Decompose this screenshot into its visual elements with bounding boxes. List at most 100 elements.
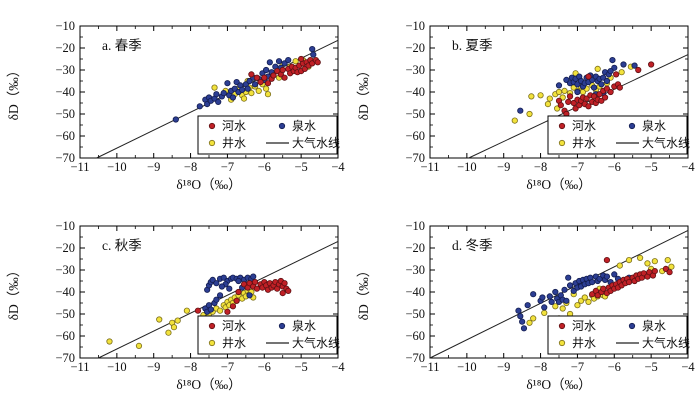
point-river xyxy=(257,79,264,86)
point-spring xyxy=(561,286,568,293)
point-spring xyxy=(285,56,292,64)
legend-box xyxy=(197,315,338,355)
point-well xyxy=(668,263,675,270)
point-well xyxy=(216,307,224,314)
point-well xyxy=(581,294,588,301)
panel-summer: −11 −10 −9 −8 −7 −6 −5 −4 −10 −20 −30 −40 −50 −60 −70 δ… xyxy=(350,0,700,200)
point-spring xyxy=(603,77,611,85)
point-spring xyxy=(598,81,605,88)
x-tick-label: −11 xyxy=(70,160,89,174)
point-spring xyxy=(213,280,220,287)
point-well xyxy=(644,260,651,267)
point-river xyxy=(229,303,237,310)
x-tick-label: −4 xyxy=(331,160,345,174)
y-axis-label: δD（‰） xyxy=(6,264,21,321)
point-well xyxy=(156,316,163,323)
point-spring xyxy=(620,61,627,68)
point-well xyxy=(530,315,537,322)
y-tick-label: −70 xyxy=(55,151,75,165)
panel-title: b. 夏季 xyxy=(452,38,493,53)
chart-c: −11 −10 −9 −8 −7 −6 −5 −4 −10 −20 −30 −40 −50 −60 −70 δ… xyxy=(6,219,345,392)
y-tick-label: −10 xyxy=(55,19,75,33)
point-spring xyxy=(226,285,233,292)
y-tick-label: −70 xyxy=(55,351,75,365)
point-well xyxy=(651,258,658,265)
y-tick-label: −30 xyxy=(55,263,75,277)
legend-label-meteoric-line: 大气水线 xyxy=(642,335,690,350)
y-axis-label: δD（‰） xyxy=(6,64,21,121)
x-tick-label: −4 xyxy=(681,360,695,374)
point-spring xyxy=(263,66,270,74)
point-well xyxy=(574,302,581,309)
point-spring xyxy=(590,84,598,91)
x-tick-label: −10 xyxy=(457,360,477,374)
y-tick-label: −20 xyxy=(55,241,75,255)
x-tick-label: −7 xyxy=(571,160,584,174)
point-well xyxy=(174,317,181,324)
legend-label-well: 井水 xyxy=(222,136,246,150)
x-tick-label: −8 xyxy=(184,360,197,374)
point-spring xyxy=(246,292,253,299)
x-tick-label: −6 xyxy=(608,360,621,374)
point-river xyxy=(248,71,255,78)
legend-box xyxy=(197,115,338,155)
x-tick-label: −5 xyxy=(294,160,307,174)
point-river xyxy=(194,307,202,314)
y-tick-label: −70 xyxy=(405,151,425,165)
x-tick-label: −6 xyxy=(608,160,621,174)
point-spring xyxy=(213,296,220,303)
x-tick-label: −5 xyxy=(644,360,657,374)
point-well xyxy=(636,254,644,262)
y-tick-label: −50 xyxy=(405,107,425,121)
point-spring xyxy=(515,307,522,314)
legend-marker-river xyxy=(208,122,216,130)
point-spring xyxy=(235,277,242,285)
point-spring xyxy=(172,116,179,123)
y-tick-label: −60 xyxy=(405,329,425,343)
point-spring xyxy=(546,293,553,300)
series-spring xyxy=(172,45,317,123)
point-river xyxy=(281,74,288,81)
point-well xyxy=(165,329,172,336)
y-tick-label: −10 xyxy=(405,19,425,33)
legend-box xyxy=(547,115,688,155)
x-tick-label: −9 xyxy=(497,160,510,174)
panel-title: a. 春季 xyxy=(102,38,142,53)
legend-label-spring: 泉水 xyxy=(292,319,316,333)
point-spring xyxy=(565,274,572,281)
point-spring xyxy=(524,302,531,309)
panel-title: d. 冬季 xyxy=(452,238,493,253)
point-river xyxy=(585,103,592,110)
point-river xyxy=(566,93,574,100)
point-river xyxy=(264,80,272,87)
point-well xyxy=(211,84,218,91)
x-axis-label: δ¹⁸O（‰） xyxy=(176,377,241,392)
y-tick-label: −50 xyxy=(405,307,425,321)
y-tick-label: −20 xyxy=(405,241,425,255)
x-tick-label: −8 xyxy=(534,160,547,174)
legend-marker-spring xyxy=(278,122,286,130)
point-well xyxy=(240,95,248,102)
legend-label-river: 河水 xyxy=(572,319,596,333)
point-spring xyxy=(517,107,524,114)
x-tick-label: −8 xyxy=(534,360,547,374)
point-river xyxy=(616,84,623,91)
y-axis-label: δD（‰） xyxy=(356,264,371,321)
panel-title: c. 秋季 xyxy=(102,238,142,253)
point-well xyxy=(263,85,270,92)
series-river xyxy=(194,277,292,315)
point-spring xyxy=(574,88,581,96)
point-spring xyxy=(603,273,611,280)
legend-label-meteoric-line: 大气水线 xyxy=(292,335,340,350)
point-spring xyxy=(216,292,224,299)
y-tick-label: −20 xyxy=(405,41,425,55)
panel-spring: −11 −10 −9 −8 −7 −6 −5 −4 −10 −20 −30 −40 −50 −60 −70 δ… xyxy=(0,0,350,200)
x-tick-label: −8 xyxy=(184,160,197,174)
x-tick-label: −6 xyxy=(258,160,271,174)
legend-marker-spring xyxy=(628,122,636,130)
legend-marker-river xyxy=(208,322,216,330)
